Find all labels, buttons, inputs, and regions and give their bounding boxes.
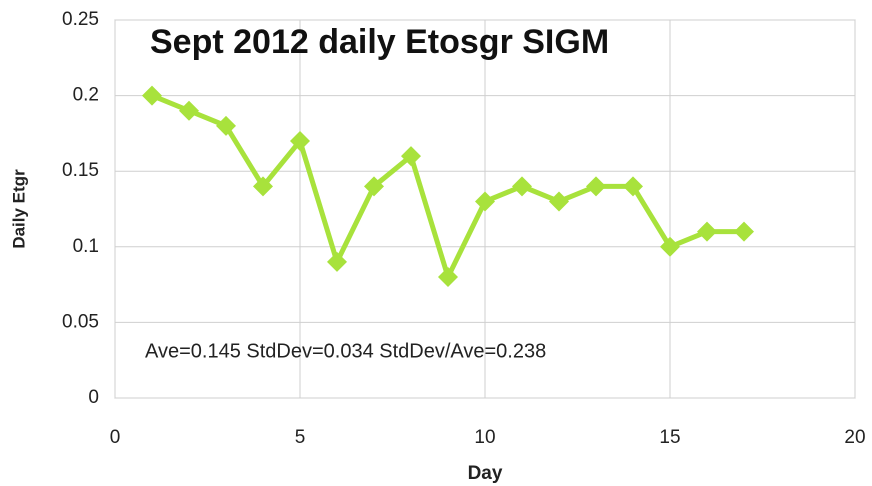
x-tick-label: 15 bbox=[659, 427, 680, 448]
marker bbox=[290, 130, 310, 151]
y-tick-label: 0.25 bbox=[62, 9, 99, 30]
marker bbox=[549, 191, 569, 212]
marker bbox=[401, 146, 421, 167]
marker bbox=[697, 221, 717, 242]
x-tick-label: 0 bbox=[110, 427, 121, 448]
y-tick-label: 0.15 bbox=[62, 160, 99, 181]
annotation: Ave=0.145 StdDev=0.034 StdDev/Ave=0.238 bbox=[145, 340, 546, 362]
x-tick-label: 10 bbox=[474, 427, 495, 448]
y-tick-label: 0.1 bbox=[73, 236, 99, 257]
marker bbox=[475, 191, 495, 212]
y-tick-label: 0.05 bbox=[62, 311, 99, 332]
chart-title: Sept 2012 daily Etosgr SIGM bbox=[150, 23, 609, 61]
marker bbox=[586, 176, 606, 197]
marker bbox=[438, 267, 458, 288]
marker bbox=[179, 100, 199, 121]
y-axis-label: Daily Etgr bbox=[9, 169, 28, 249]
y-tick-label: 0 bbox=[88, 387, 99, 408]
x-axis-label: Day bbox=[468, 463, 503, 484]
marker bbox=[734, 221, 754, 242]
marker bbox=[327, 251, 347, 272]
marker bbox=[142, 85, 162, 106]
marker bbox=[364, 176, 384, 197]
x-tick-label: 20 bbox=[844, 427, 865, 448]
marker bbox=[623, 176, 643, 197]
x-tick-label: 5 bbox=[295, 427, 306, 448]
y-tick-label: 0.2 bbox=[73, 85, 99, 106]
marker bbox=[253, 176, 273, 197]
marker bbox=[660, 236, 680, 257]
marker bbox=[512, 176, 532, 197]
marker bbox=[216, 115, 236, 136]
